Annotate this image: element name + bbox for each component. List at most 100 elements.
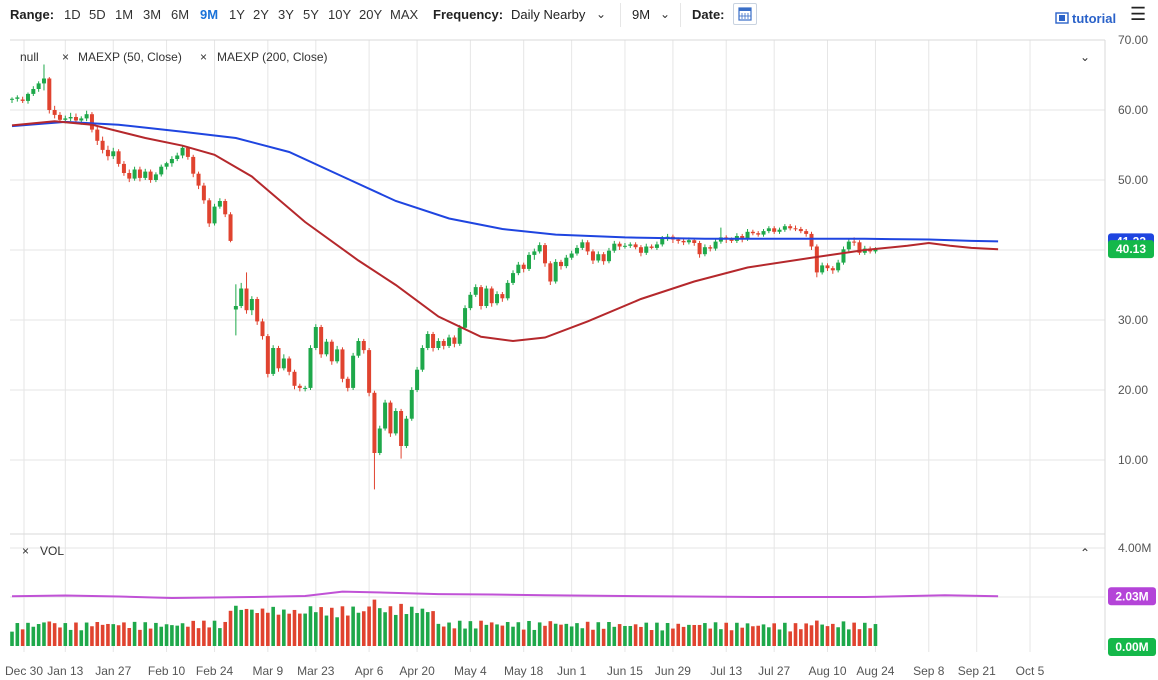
frequency-select[interactable]: Daily Nearby [511, 7, 586, 22]
candle-body [95, 129, 100, 141]
candle-body [713, 241, 718, 249]
candle [830, 266, 835, 274]
volume-bar [532, 629, 537, 646]
candle-body [164, 163, 169, 167]
candle-body [649, 246, 654, 248]
candle-body [308, 348, 313, 388]
range-3y[interactable]: 3Y [278, 7, 294, 22]
candle [361, 338, 366, 354]
candle [25, 92, 30, 104]
volume-bar [815, 620, 819, 646]
candle-body [415, 369, 420, 390]
range-1d[interactable]: 1D [64, 7, 81, 22]
volume-bar [537, 622, 542, 646]
candle-body [185, 147, 190, 157]
x-tick-label: Dec 30 [5, 664, 43, 678]
volume-bar [820, 624, 824, 646]
candle-body [249, 299, 254, 311]
candle-body [692, 240, 697, 243]
candle [601, 252, 606, 265]
range-9m[interactable]: 9M [200, 7, 219, 22]
candle-body [772, 228, 777, 232]
volume-bar [511, 626, 515, 646]
expand-pane-chevron-icon[interactable]: ⌃ [1080, 546, 1090, 560]
candle [95, 126, 100, 145]
candle [756, 231, 761, 237]
candle [351, 352, 356, 390]
candle [654, 241, 659, 250]
candle [633, 242, 638, 250]
remove-study-icon[interactable]: × [62, 50, 69, 64]
candle [553, 259, 558, 284]
x-tick-label: May 18 [504, 664, 544, 678]
tutorial-link[interactable]: tutorial [1072, 11, 1117, 26]
svg-text:40.13: 40.13 [1116, 242, 1146, 256]
volume-bar [372, 599, 377, 646]
candle-body [750, 231, 755, 234]
range-max[interactable]: MAX [390, 7, 419, 22]
range-20y[interactable]: 20Y [359, 7, 383, 22]
candle-body [121, 163, 126, 173]
candle-body [356, 341, 361, 356]
range-5y[interactable]: 5Y [303, 7, 319, 22]
volume-bar [692, 624, 697, 646]
volume-bar [186, 626, 190, 646]
candle [612, 240, 617, 253]
volume-bar [431, 611, 435, 646]
volume-bar [847, 629, 851, 646]
candle [495, 291, 500, 306]
x-tick-label: Mar 9 [252, 664, 283, 678]
calendar-button[interactable] [733, 3, 757, 25]
remove-study-icon[interactable]: × [200, 50, 207, 64]
range-5d[interactable]: 5D [89, 7, 106, 22]
x-tick-label: Mar 23 [297, 664, 335, 678]
range-1m[interactable]: 1M [115, 7, 134, 22]
range-1y[interactable]: 1Y [229, 7, 245, 22]
candle-body [191, 156, 196, 174]
volume-bar [655, 622, 659, 646]
candle [377, 425, 382, 456]
volume-bar [452, 628, 457, 646]
candle-body [409, 390, 414, 419]
volume-bar [729, 630, 734, 646]
volume-bar [660, 630, 665, 646]
range-6m[interactable]: 6M [171, 7, 190, 22]
volume-bar [804, 623, 808, 646]
candle-body [159, 166, 164, 175]
volume-bar [697, 624, 702, 646]
volume-bar [159, 626, 164, 646]
candle-body [180, 147, 185, 156]
candle [527, 252, 532, 271]
volume-bar [361, 611, 366, 646]
hamburger-menu-icon[interactable]: ☰ [1130, 4, 1147, 24]
film-icon[interactable] [1055, 12, 1069, 24]
candle-body [132, 169, 137, 179]
candle [335, 345, 340, 364]
collapse-pane-chevron-icon[interactable]: ⌄ [1080, 50, 1090, 64]
range-10y[interactable]: 10Y [328, 7, 352, 22]
period-select[interactable]: 9M [632, 7, 651, 22]
volume-bar [783, 622, 787, 646]
candle-body [489, 288, 494, 304]
candle-body [527, 254, 532, 269]
candle [574, 245, 579, 256]
volume-bar [303, 613, 307, 646]
chevron-down-icon[interactable]: ⌄ [660, 7, 671, 21]
volume-bar [239, 609, 243, 646]
candle-body [676, 239, 681, 241]
candle-body [516, 264, 521, 274]
candle-body [756, 233, 761, 235]
candle [73, 113, 78, 123]
volume-bar [740, 627, 745, 646]
remove-study-icon[interactable]: × [22, 544, 29, 558]
x-tick-label: Aug 24 [856, 664, 894, 678]
candle-body [708, 247, 713, 249]
chevron-down-icon[interactable]: ⌄ [596, 7, 607, 21]
candle-body [644, 246, 649, 253]
volume-bar [266, 612, 270, 646]
range-3m[interactable]: 3M [143, 7, 162, 22]
range-2y[interactable]: 2Y [253, 7, 269, 22]
svg-text:0.00M: 0.00M [1115, 640, 1148, 654]
volume-bar [484, 624, 489, 646]
volume-bar [196, 628, 201, 646]
